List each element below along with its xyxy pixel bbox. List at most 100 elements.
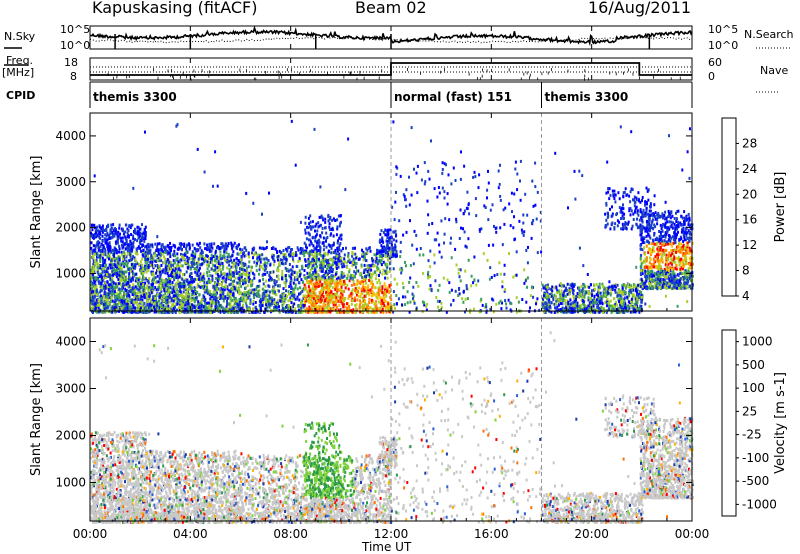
scatter-cell xyxy=(353,270,356,274)
scatter-cell xyxy=(176,290,179,294)
scatter-cell xyxy=(168,300,171,304)
scatter-cell xyxy=(125,223,128,227)
scatter-cell xyxy=(297,248,300,252)
scatter-cell xyxy=(274,305,277,309)
scatter-cell xyxy=(283,292,286,296)
scatter-cell xyxy=(376,307,379,311)
scatter-cell xyxy=(303,254,306,258)
scatter-cell xyxy=(323,307,326,311)
scatter-cell xyxy=(269,263,272,267)
scatter-cell xyxy=(144,267,147,271)
scatter-cell xyxy=(393,277,396,281)
scatter-cell xyxy=(359,301,362,305)
scatter-cell xyxy=(119,262,121,266)
scatter-cell xyxy=(317,238,320,242)
scatter-cell xyxy=(271,255,274,259)
scatter-cell xyxy=(257,310,260,314)
scatter-cell xyxy=(168,307,171,311)
scatter-cell xyxy=(152,274,155,278)
scatter-cell xyxy=(304,228,307,232)
scatter-cell xyxy=(142,249,145,252)
scatter-cell xyxy=(148,245,151,249)
scatter-cell xyxy=(275,308,278,312)
scatter-cell xyxy=(319,289,322,293)
scatter-cell xyxy=(141,292,144,296)
scatter-cell xyxy=(187,302,190,306)
scatter-cell xyxy=(284,294,287,297)
scatter-cell xyxy=(321,269,324,273)
scatter-cell xyxy=(273,298,276,302)
scatter-cell xyxy=(379,255,382,259)
scatter-cell xyxy=(147,265,150,269)
scatter-cell xyxy=(318,291,321,294)
scatter-cell xyxy=(281,292,284,296)
scatter-cell xyxy=(108,296,111,300)
scatter-cell xyxy=(118,307,121,311)
scatter-cell xyxy=(178,275,181,279)
scatter-cell xyxy=(310,300,313,304)
scatter-cell xyxy=(306,299,309,303)
scatter-cell xyxy=(214,282,217,286)
scatter-cell xyxy=(237,290,239,294)
scatter-cell xyxy=(365,290,368,294)
scatter-cell xyxy=(307,251,310,255)
scatter-cell xyxy=(230,265,233,269)
scatter-cell xyxy=(115,268,118,272)
scatter-cell xyxy=(98,281,101,285)
scatter-cell xyxy=(162,250,165,254)
scatter-cell xyxy=(245,279,248,283)
scatter-cell xyxy=(324,217,327,221)
scatter-cell xyxy=(283,281,286,284)
scatter-cell xyxy=(164,264,167,267)
scatter-cell xyxy=(265,290,268,294)
scatter-cell xyxy=(375,253,378,257)
scatter-cell xyxy=(156,306,159,310)
scatter-cell xyxy=(341,275,344,279)
scatter-cell xyxy=(200,299,203,303)
scatter-cell xyxy=(176,295,179,299)
scatter-cell xyxy=(223,286,226,289)
scatter-cell xyxy=(188,287,191,291)
scatter-cell xyxy=(174,267,177,271)
scatter-cell xyxy=(218,263,221,267)
scatter-cell xyxy=(242,271,245,275)
scatter-cell xyxy=(162,268,165,272)
scatter-cell xyxy=(168,260,171,264)
scatter-cell xyxy=(144,281,147,285)
scatter-cell xyxy=(169,277,172,281)
scatter-cell xyxy=(340,285,343,289)
scatter-cell xyxy=(226,287,229,291)
scatter-cell xyxy=(294,254,297,257)
scatter-cell xyxy=(260,246,263,250)
scatter-cell xyxy=(100,267,103,271)
scatter-cell xyxy=(117,282,120,286)
scatter-cell xyxy=(129,305,132,309)
scatter-cell xyxy=(323,280,326,284)
scatter-cell xyxy=(290,272,293,276)
scatter-cell xyxy=(299,310,302,314)
scatter-cell xyxy=(129,243,132,247)
scatter-cell xyxy=(164,251,167,255)
scatter-cell xyxy=(303,241,306,245)
scatter-cell xyxy=(159,268,161,271)
scatter-cell xyxy=(97,240,100,244)
scatter-cell xyxy=(149,260,152,264)
scatter-cell xyxy=(378,269,381,273)
scatter-cell xyxy=(340,297,343,301)
scatter-cell xyxy=(315,222,318,226)
scatter-cell xyxy=(348,279,351,283)
scatter-cell xyxy=(110,258,113,262)
scatter-cell xyxy=(129,308,132,312)
scatter-cell xyxy=(145,257,148,261)
scatter-cell xyxy=(299,286,302,290)
scatter-cell xyxy=(233,262,236,266)
scatter-cell xyxy=(165,310,168,314)
scatter-cell xyxy=(187,257,190,260)
scatter-cell xyxy=(184,277,187,281)
scatter-cell xyxy=(104,265,107,268)
scatter-cell xyxy=(150,253,153,257)
scatter-cell xyxy=(388,269,391,273)
scatter-cell xyxy=(392,230,395,234)
scatter-cell xyxy=(325,231,328,235)
scatter-cell xyxy=(100,227,103,231)
